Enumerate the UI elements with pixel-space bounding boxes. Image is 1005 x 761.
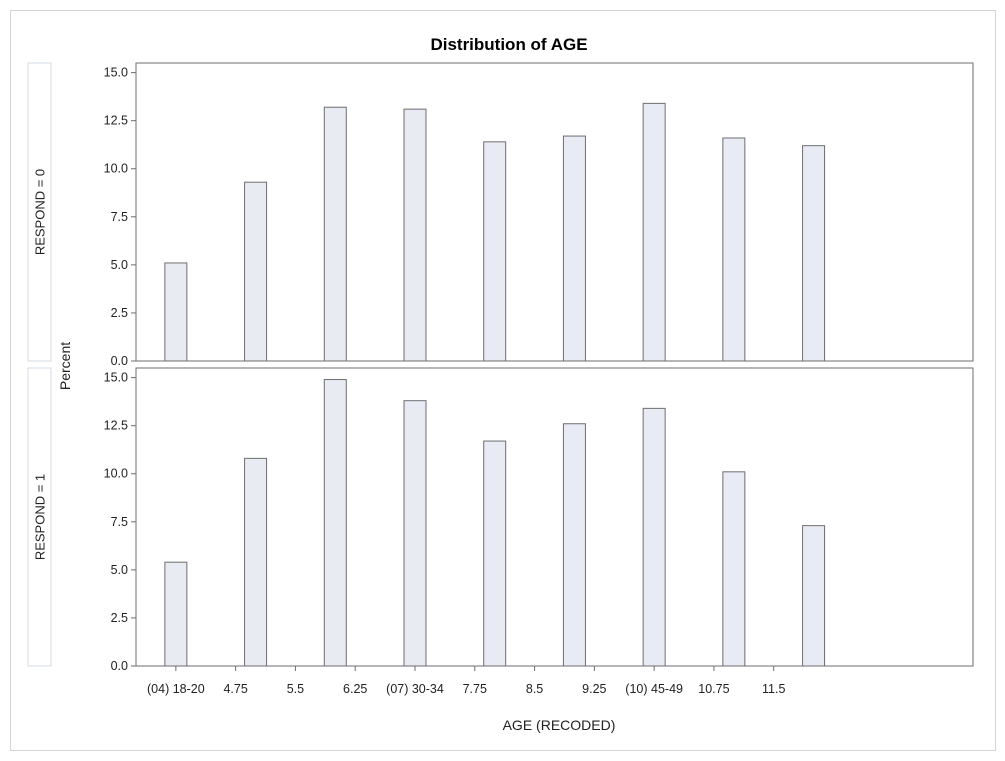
bar [722, 137, 746, 362]
panel-strip-label: RESPOND = 0 [33, 169, 48, 255]
bar [403, 108, 427, 362]
x-tick-label: (04) 18-20 [147, 682, 205, 696]
x-tick-label: 8.5 [526, 682, 543, 696]
chart-svg: Distribution of AGE RESPOND = 0 0.0 2.5 5.0… [27, 35, 974, 733]
bar [164, 561, 188, 667]
panel-plot-frame [135, 62, 974, 362]
bar [403, 400, 427, 667]
y-tick-label: 10.0 [104, 467, 128, 481]
bar [323, 379, 347, 667]
y-tick-label: 15.0 [104, 371, 128, 385]
bar [802, 145, 826, 362]
y-tick-label: 0.0 [111, 354, 128, 368]
y-tick-label: 5.0 [111, 258, 128, 272]
y-tick-label: 7.5 [111, 210, 128, 224]
bar [483, 141, 507, 362]
panel-0: RESPOND = 0 0.0 2.5 5.0 7.5 10.0 12.5 15.0 [27, 62, 974, 368]
bar [164, 262, 188, 362]
y-tick-label: 2.5 [111, 611, 128, 625]
bar [483, 440, 507, 667]
chart-title: Distribution of AGE [430, 35, 587, 54]
x-tick-label: 7.75 [463, 682, 487, 696]
y-tick-label: 0.0 [111, 659, 128, 673]
y-tick-label: 12.5 [104, 419, 128, 433]
x-tick-label: (10) 45-49 [625, 682, 683, 696]
panel-strip-box [27, 367, 52, 667]
y-tick-label: 15.0 [104, 66, 128, 80]
x-tick-label: 9.25 [582, 682, 606, 696]
panel-plot-frame [135, 367, 974, 667]
bar [244, 181, 268, 362]
bar [642, 102, 666, 362]
panel-strip-label: RESPOND = 1 [33, 474, 48, 560]
panel-1: RESPOND = 1 0.0 2.5 5.0 7.5 10.0 12.5 15.0 [27, 367, 974, 673]
bar [244, 457, 268, 667]
x-tick-label: (07) 30-34 [386, 682, 444, 696]
y-tick-label: 12.5 [104, 114, 128, 128]
bar [802, 525, 826, 667]
bar [323, 106, 347, 362]
bar [562, 135, 586, 362]
bar [642, 407, 666, 667]
x-tick-label: 10.75 [698, 682, 729, 696]
x-tick-label: 6.25 [343, 682, 367, 696]
chart-frame: Distribution of AGE RESPOND = 0 0.0 2.5 5.0… [10, 10, 996, 751]
y-axis-title: Percent [57, 342, 73, 390]
y-tick-label: 2.5 [111, 306, 128, 320]
x-tick-label: 4.75 [223, 682, 247, 696]
bar [562, 423, 586, 667]
x-tick-label: 5.5 [287, 682, 304, 696]
y-tick-label: 10.0 [104, 162, 128, 176]
y-tick-label: 5.0 [111, 563, 128, 577]
panel-strip-box [27, 62, 52, 362]
x-tick-label: 11.5 [762, 682, 785, 696]
bar [722, 471, 746, 667]
x-axis-title: AGE (RECODED) [503, 717, 616, 733]
y-tick-label: 7.5 [111, 515, 128, 529]
